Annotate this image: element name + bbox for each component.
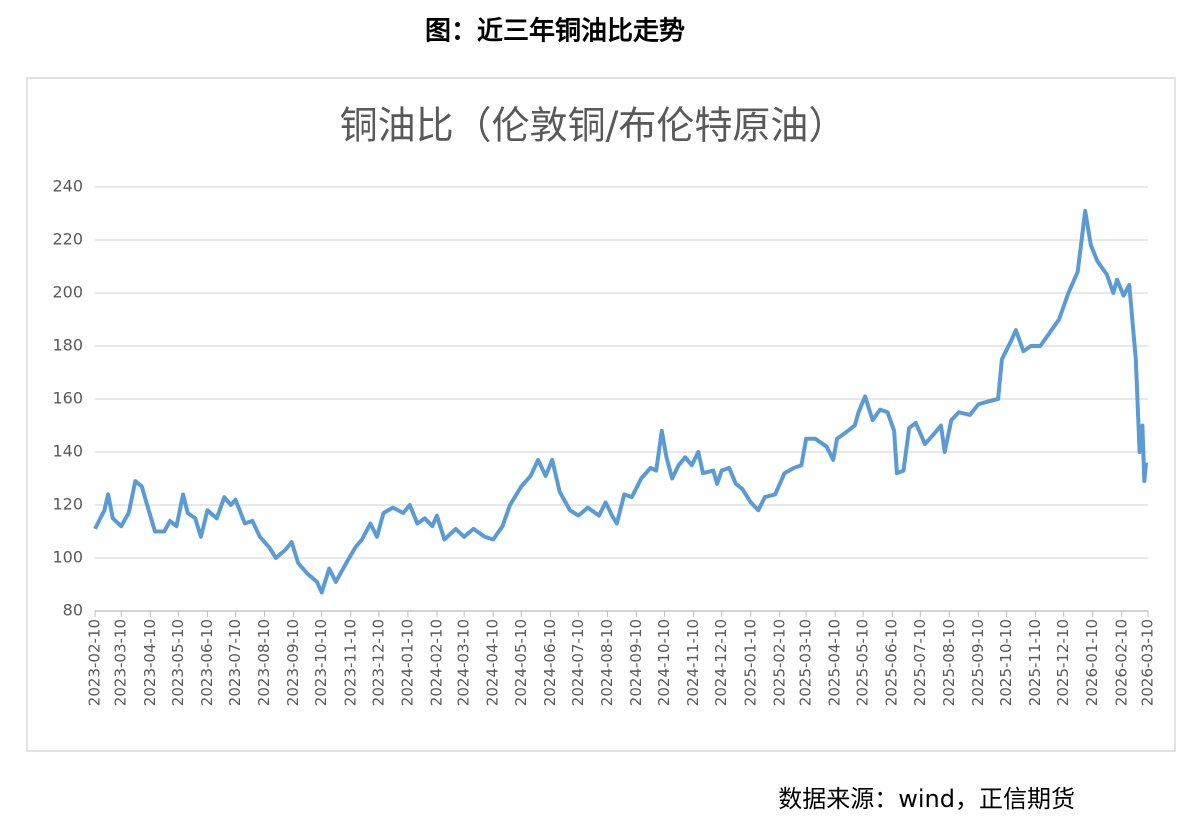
x-tick-label: 2025-12-10 [1054,619,1072,706]
x-tick-label: 2023-03-10 [112,619,130,706]
x-tick-label: 2024-04-10 [484,619,502,706]
x-tick-label: 2024-10-10 [655,619,673,706]
x-tick-label: 2024-02-10 [427,619,445,706]
y-tick-label: 200 [52,283,83,302]
x-tick-label: 2023-02-10 [86,619,104,706]
x-tick-label: 2023-12-10 [369,619,387,706]
x-tick-label: 2025-03-10 [797,619,815,706]
x-tick-label: 2025-09-10 [969,619,987,706]
x-tick-label: 2024-01-10 [398,619,416,706]
y-tick-label: 240 [52,177,83,196]
source: 数据来源：wind，正信期货 [778,785,1075,813]
chart-title: 铜油比（伦敦铜/布伦特原油） [340,104,847,148]
x-tick-label: 2024-11-10 [684,619,702,706]
x-tick-label: 2024-07-10 [569,619,587,706]
y-tick-label: 120 [52,495,83,514]
x-tick-label: 2023-11-10 [341,619,359,706]
x-tick-label: 2023-07-10 [226,619,244,706]
x-tick-label: 2023-10-10 [312,619,330,706]
x-tick-label: 2023-06-10 [198,619,216,706]
x-tick-label: 2025-02-10 [770,619,788,706]
x-tick-label: 2026-03-10 [1139,619,1157,706]
x-tick-label: 2024-08-10 [598,619,616,706]
x-tick-label: 2026-01-10 [1083,619,1101,706]
x-tick-label: 2024-03-10 [455,619,473,706]
x-tick-label: 2025-10-10 [997,619,1015,706]
heading: 图：近三年铜油比走势 [425,16,685,47]
x-tick-label: 2025-01-10 [741,619,759,706]
x-tick-label: 2025-07-10 [911,619,929,706]
x-tick-label: 2023-04-10 [141,619,159,706]
data-line [93,208,1149,595]
y-tick-label: 100 [52,548,83,567]
x-tick-label: 2025-11-10 [1026,619,1044,706]
chart-frame [26,77,1176,752]
x-tick-label: 2025-05-10 [854,619,872,706]
y-tick-label: 220 [52,230,83,249]
x-tick-label: 2024-05-10 [512,619,530,706]
x-tick-label: 2024-09-10 [627,619,645,706]
x-tick-label: 2024-12-10 [712,619,730,706]
y-tick-label: 140 [52,442,83,461]
y-tick-label: 160 [52,389,83,408]
x-tick-label: 2023-05-10 [169,619,187,706]
y-tick-label: 80 [63,601,83,620]
y-tick-label: 180 [52,336,83,355]
x-tick-label: 2026-02-10 [1112,619,1130,706]
x-tick-label: 2025-06-10 [883,619,901,706]
x-tick-label: 2025-08-10 [940,619,958,706]
x-tick-label: 2023-09-10 [284,619,302,706]
x-tick-label: 2025-04-10 [826,619,844,706]
x-tick-label: 2024-06-10 [541,619,559,706]
x-tick-label: 2023-08-10 [255,619,273,706]
